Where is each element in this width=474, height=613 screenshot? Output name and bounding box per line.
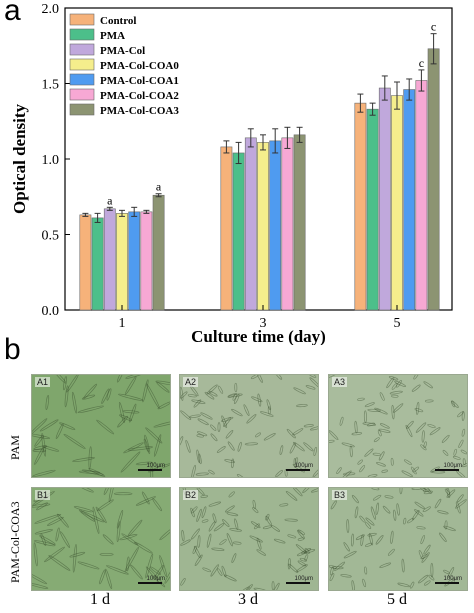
scale-bar	[435, 582, 459, 584]
y-tick-label: 2.0	[42, 2, 60, 17]
bar	[220, 146, 233, 311]
legend-swatch	[69, 58, 95, 71]
bar	[391, 95, 403, 311]
y-tick-label: 0.0	[42, 304, 60, 319]
micrograph-a1: A1 100μm	[31, 374, 171, 478]
significance-label: c	[419, 56, 424, 70]
legend-entry: PMA-Col-COA3	[100, 105, 179, 117]
micrograph-a2: A2 100μm	[179, 374, 319, 478]
row-label-pam: PAM	[8, 435, 22, 460]
scale-bar-label: 100μm	[443, 463, 462, 469]
significance-label: c	[431, 20, 436, 34]
bar	[152, 194, 165, 311]
scale-bar	[435, 469, 459, 471]
bar	[128, 211, 141, 311]
x-tick-label: 1	[119, 316, 126, 331]
micrograph-tag: A2	[183, 377, 199, 387]
column-label-1d: 1 d	[90, 591, 110, 608]
x-axis-label: Culture time (day)	[191, 327, 326, 345]
bar	[415, 80, 428, 311]
bar	[366, 108, 379, 311]
column-label-3d: 3 d	[238, 591, 258, 608]
micrograph-b2: B2 100μm	[179, 487, 319, 591]
legend-swatch	[69, 88, 95, 101]
cell-texture	[329, 375, 467, 477]
cell-texture	[32, 488, 170, 590]
scale-bar-label: 100μm	[146, 463, 165, 469]
legend-swatch	[69, 43, 95, 56]
significance-label: a	[156, 180, 162, 194]
micrograph-tag: B2	[183, 490, 199, 500]
cell-texture	[180, 375, 318, 477]
y-tick-label: 1.5	[42, 78, 60, 93]
bar	[281, 137, 294, 311]
cell-texture	[32, 375, 170, 477]
column-label-5d: 5 d	[387, 591, 407, 608]
y-tick-label: 1.0	[42, 153, 60, 168]
scale-bar-label: 100μm	[146, 576, 165, 582]
bar	[116, 213, 128, 311]
scale-bar-label: 100μm	[294, 576, 313, 582]
legend-entry: PMA-Col	[100, 45, 145, 57]
bar	[378, 87, 391, 311]
bar	[293, 134, 306, 311]
scale-bar-label: 100μm	[443, 576, 462, 582]
legend-entry: PMA-Col-COA0	[100, 60, 179, 72]
cell-texture	[180, 488, 318, 590]
bar	[269, 140, 282, 311]
micrograph-tag: B3	[332, 490, 348, 500]
scale-bar-label: 100μm	[294, 463, 313, 469]
bar-chart: 0.0 0.5 1.0 1.5 2.0 Optical density 1 3 5 Culture…	[10, 2, 453, 345]
bar	[257, 142, 269, 311]
bar	[79, 214, 92, 311]
bar	[140, 211, 153, 311]
panel-a-letter: a	[4, 0, 21, 27]
legend-swatch	[69, 103, 95, 116]
legend-entry: PMA-Col-COA2	[100, 90, 179, 102]
legend-swatch	[69, 28, 95, 41]
legend-swatch	[69, 73, 95, 86]
scale-bar	[286, 469, 310, 471]
micrograph-b3: B3 100μm	[328, 487, 468, 591]
legend-entry: PMA-Col-COA1	[100, 75, 179, 87]
legend-entry: PMA	[100, 30, 125, 42]
bar	[232, 152, 245, 311]
significance-label: a	[107, 193, 113, 207]
scale-bar	[138, 469, 162, 471]
bar	[354, 102, 367, 311]
micrograph-tag: B1	[35, 490, 51, 500]
micrograph-a3: A3 100μm	[328, 374, 468, 478]
y-tick-label: 0.5	[42, 229, 60, 244]
bar	[403, 89, 416, 311]
bar	[427, 48, 440, 311]
micrograph-tag: A3	[332, 377, 348, 387]
cell-texture	[329, 488, 467, 590]
bar	[103, 208, 116, 311]
scale-bar	[138, 582, 162, 584]
micrograph-tag: A1	[35, 377, 51, 387]
y-axis-label: Optical density	[10, 103, 29, 214]
bar	[244, 137, 257, 311]
row-label-pam-col-coa3: PAM-Col-COA3	[8, 501, 22, 583]
bar	[91, 217, 104, 311]
micrograph-b1: B1 100μm	[31, 487, 171, 591]
x-tick-label: 5	[394, 316, 401, 331]
panel-b-letter: b	[4, 333, 21, 366]
legend-swatch	[69, 13, 95, 26]
x-tick-label: 3	[260, 316, 267, 331]
scale-bar	[286, 582, 310, 584]
legend-entry: Control	[100, 15, 136, 27]
